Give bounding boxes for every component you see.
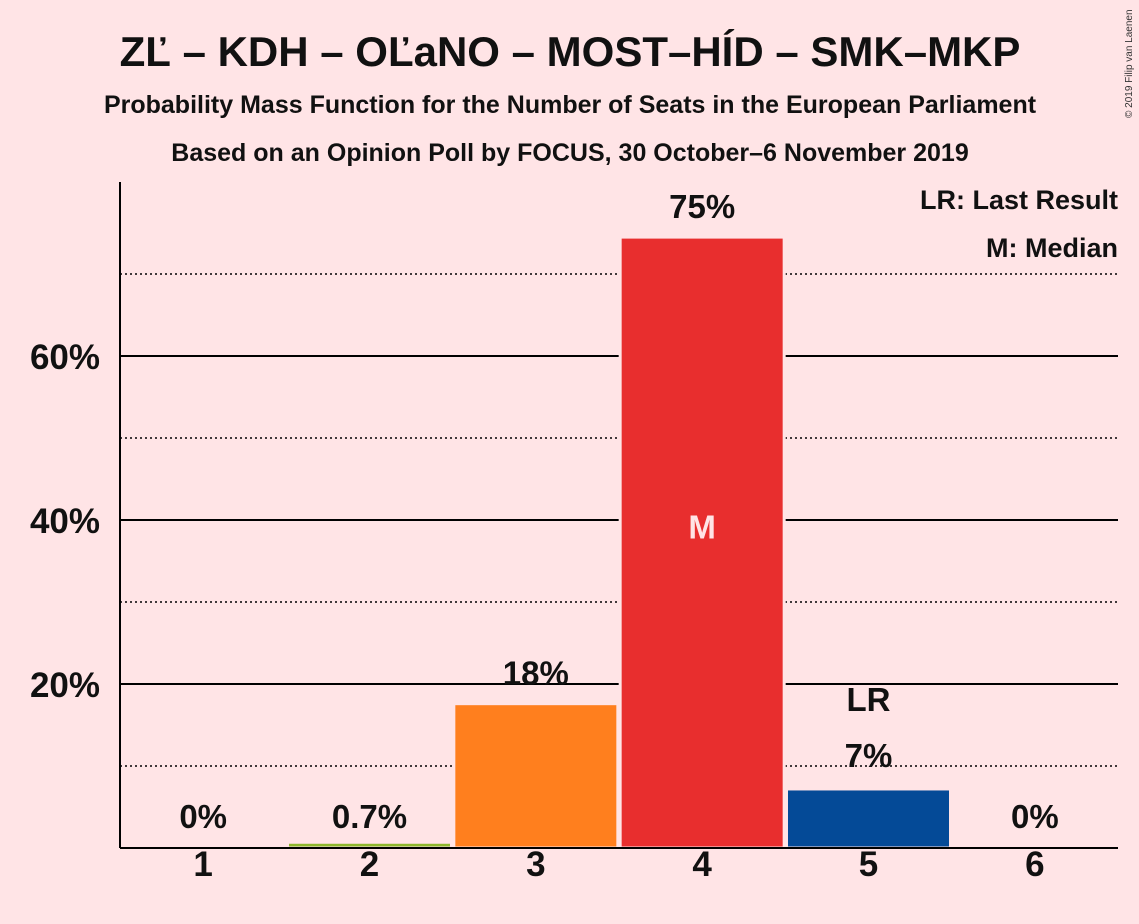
- x-tick-label: 6: [1025, 845, 1044, 884]
- bar: [452, 702, 620, 850]
- y-tick-label: 20%: [30, 666, 100, 705]
- median-marker: M: [688, 509, 716, 546]
- x-tick-label: 4: [692, 845, 712, 884]
- legend-last-result: LR: Last Result: [920, 185, 1118, 215]
- chart-title: ZĽ – KDH – OĽaNO – MOST–HÍD – SMK–MKP: [120, 28, 1021, 75]
- x-axis: 1 2 3 4 5 6: [120, 845, 1118, 884]
- legend-median: M: Median: [986, 233, 1118, 263]
- bars: [286, 235, 952, 850]
- bar: [785, 787, 952, 850]
- bar-value-label: 7%: [845, 737, 893, 774]
- copyright-note: © 2019 Filip van Laenen: [1124, 9, 1135, 118]
- bar-value-label: 0%: [1011, 798, 1059, 835]
- data-labels: 0% 0.7% 18% 75% M 7% LR 0%: [179, 188, 1058, 835]
- x-tick-label: 2: [360, 845, 379, 884]
- x-tick-label: 5: [859, 845, 878, 884]
- chart-subtitle-1: Probability Mass Function for the Number…: [104, 91, 1037, 119]
- bar-value-label: 0.7%: [332, 798, 407, 835]
- bar-value-label: 0%: [179, 798, 227, 835]
- x-tick-label: 3: [526, 845, 545, 884]
- last-result-marker: LR: [847, 681, 891, 718]
- chart-subtitle-2: Based on an Opinion Poll by FOCUS, 30 Oc…: [171, 139, 968, 167]
- bar: [618, 235, 786, 850]
- bar-value-label: 75%: [669, 188, 735, 225]
- y-axis: 20% 40% 60%: [30, 182, 121, 848]
- x-tick-label: 1: [193, 845, 212, 884]
- bar-value-label: 18%: [503, 655, 569, 692]
- y-tick-label: 40%: [30, 502, 100, 541]
- y-tick-label: 60%: [30, 338, 100, 377]
